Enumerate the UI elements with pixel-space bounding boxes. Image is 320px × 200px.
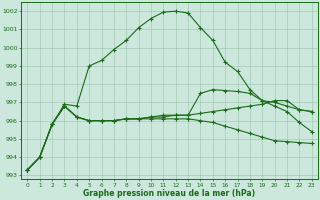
X-axis label: Graphe pression niveau de la mer (hPa): Graphe pression niveau de la mer (hPa) [84, 189, 256, 198]
